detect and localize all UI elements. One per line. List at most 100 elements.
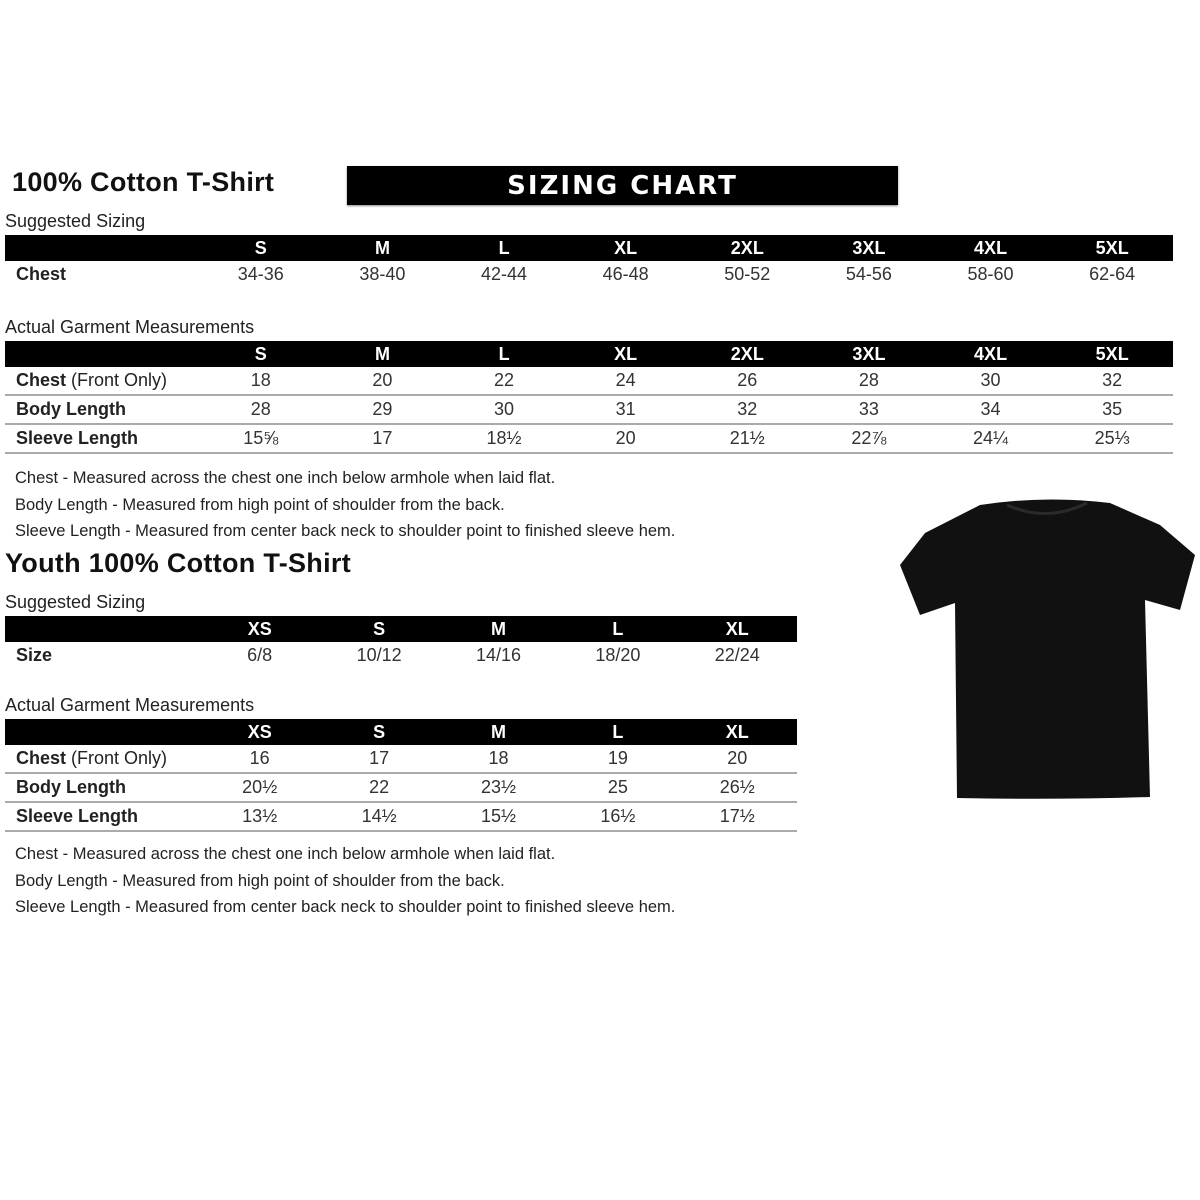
cell-value: 32 [686, 395, 809, 425]
cell-value: 46-48 [602, 264, 649, 284]
size-header-3xl: 3XL [808, 235, 930, 261]
cell-value: 18 [438, 745, 559, 774]
row-label-text: Chest [16, 264, 67, 284]
size-header-5xl: 5XL [1051, 341, 1173, 367]
cell-value: 35 [1051, 395, 1173, 425]
cell-value: 22 [443, 367, 565, 396]
cell-value: 20 [564, 424, 687, 454]
adult-actual-label: Actual Garment Measurements [5, 317, 255, 337]
cell-value: 10/12 [356, 645, 402, 665]
table-row: Body Length 28 29 30 31 32 33 34 35 [5, 395, 1173, 425]
cell-value: 54-56 [845, 264, 892, 284]
size-header-5xl: 5XL [1051, 235, 1173, 261]
row-label: Body Length [5, 395, 200, 425]
cell-value: 34 [929, 395, 1052, 425]
cell-value: 26½ [677, 773, 797, 803]
row-label-text: Body Length [16, 399, 126, 419]
cell-value: 30 [443, 395, 565, 425]
cell-value: 21½ [686, 424, 809, 454]
row-label-text: Body Length [16, 777, 126, 797]
cell-value: 13½ [200, 802, 320, 832]
header-blank [5, 341, 200, 367]
size-header-xl: XL [677, 616, 797, 642]
cell-value: 42-44 [481, 264, 528, 284]
row-label: Chest (Front Only) [5, 745, 200, 774]
header-blank [5, 235, 200, 261]
size-header-row: XS S M L XL [5, 719, 797, 745]
cell-value: 19 [558, 745, 678, 774]
cell-value: 6/8 [247, 645, 273, 665]
youth-suggested-label: Suggested Sizing [5, 592, 146, 612]
size-header-3xl: 3XL [808, 341, 930, 367]
table-row: Sleeve Length 15⅝ 17 18½ 20 21½ 22⅞ 24¼ 25⅓ [5, 424, 1173, 454]
row-label-note: (Front Only) [66, 370, 168, 390]
table-row: Chest 34-36 38-40 42-44 46-48 50-52 54-56 58-60… [5, 261, 1173, 288]
cell-value: 15½ [438, 802, 559, 832]
cell-value: 18½ [443, 424, 565, 454]
cell-value: 34-36 [237, 264, 284, 284]
cell-value: 25⅓ [1051, 424, 1173, 454]
size-header-l: L [443, 235, 565, 261]
size-header-2xl: 2XL [686, 341, 809, 367]
size-header-2xl: 2XL [686, 235, 809, 261]
cell-value: 20 [321, 367, 444, 396]
cell-value: 22⅞ [808, 424, 930, 454]
cell-value: 18 [200, 367, 322, 396]
row-label-text: Chest [16, 748, 67, 768]
cell-value: 18/20 [595, 645, 641, 665]
size-header-s: S [200, 341, 322, 367]
note-sleeve-length: Sleeve Length - Measured from center bac… [15, 522, 676, 540]
cell-value: 17 [319, 745, 439, 774]
size-header-l: L [558, 616, 678, 642]
note-chest: Chest - Measured across the chest one in… [15, 469, 556, 487]
size-header-s: S [319, 719, 439, 745]
cell-value: 28 [200, 395, 322, 425]
youth-actual-table: XS S M L XL Chest (Front Only) 16 17 18 19 20 Body … [5, 719, 797, 832]
cell-value: 28 [808, 367, 930, 396]
row-label-text: Sleeve Length [16, 428, 139, 448]
table-row: Size 6/8 10/12 14/16 18/20 22/24 [5, 642, 797, 669]
cell-value: 26 [686, 367, 809, 396]
cell-value: 50-52 [724, 264, 771, 284]
size-header-s: S [319, 616, 439, 642]
cell-value: 58-60 [967, 264, 1014, 284]
row-label-note: (Front Only) [66, 748, 168, 768]
size-header-m: M [438, 719, 559, 745]
header-blank [5, 616, 200, 642]
note-sleeve-length: Sleeve Length - Measured from center bac… [15, 898, 676, 916]
row-label: Sleeve Length [5, 802, 200, 832]
size-header-l: L [558, 719, 678, 745]
size-header-row: XS S M L XL [5, 616, 797, 642]
cell-value: 24 [564, 367, 687, 396]
adult-title: 100% Cotton T-Shirt [12, 167, 275, 197]
youth-actual-label: Actual Garment Measurements [5, 695, 255, 715]
size-header-4xl: 4XL [929, 341, 1052, 367]
row-label-text: Sleeve Length [16, 806, 139, 826]
row-label: Body Length [5, 773, 200, 803]
size-header-m: M [438, 616, 559, 642]
note-chest: Chest - Measured across the chest one in… [15, 845, 556, 863]
table-row: Sleeve Length 13½ 14½ 15½ 16½ 17½ [5, 802, 797, 832]
size-header-xs: XS [200, 616, 320, 642]
cell-value: 20 [677, 745, 797, 774]
cell-value: 24¼ [929, 424, 1052, 454]
cell-value: 62-64 [1089, 264, 1136, 284]
youth-suggested-table: XS S M L XL Size 6/8 10/12 14/16 18/20 22/24 [5, 616, 797, 669]
cell-value: 16½ [558, 802, 678, 832]
size-header-m: M [321, 341, 444, 367]
cell-value: 33 [808, 395, 930, 425]
cell-value: 15⅝ [200, 424, 322, 454]
size-header-s: S [200, 235, 322, 261]
cell-value: 16 [200, 745, 320, 774]
row-label-text: Chest [16, 370, 67, 390]
cell-value: 20½ [200, 773, 320, 803]
size-header-xl: XL [677, 719, 797, 745]
table-row: Chest (Front Only) 16 17 18 19 20 [5, 745, 797, 774]
row-label: Chest [5, 261, 200, 288]
cell-value: 14/16 [475, 645, 521, 665]
t-shirt-icon [900, 499, 1195, 799]
note-body-length: Body Length - Measured from high point o… [15, 871, 505, 890]
row-label: Chest (Front Only) [5, 367, 200, 396]
size-header-xl: XL [564, 235, 687, 261]
